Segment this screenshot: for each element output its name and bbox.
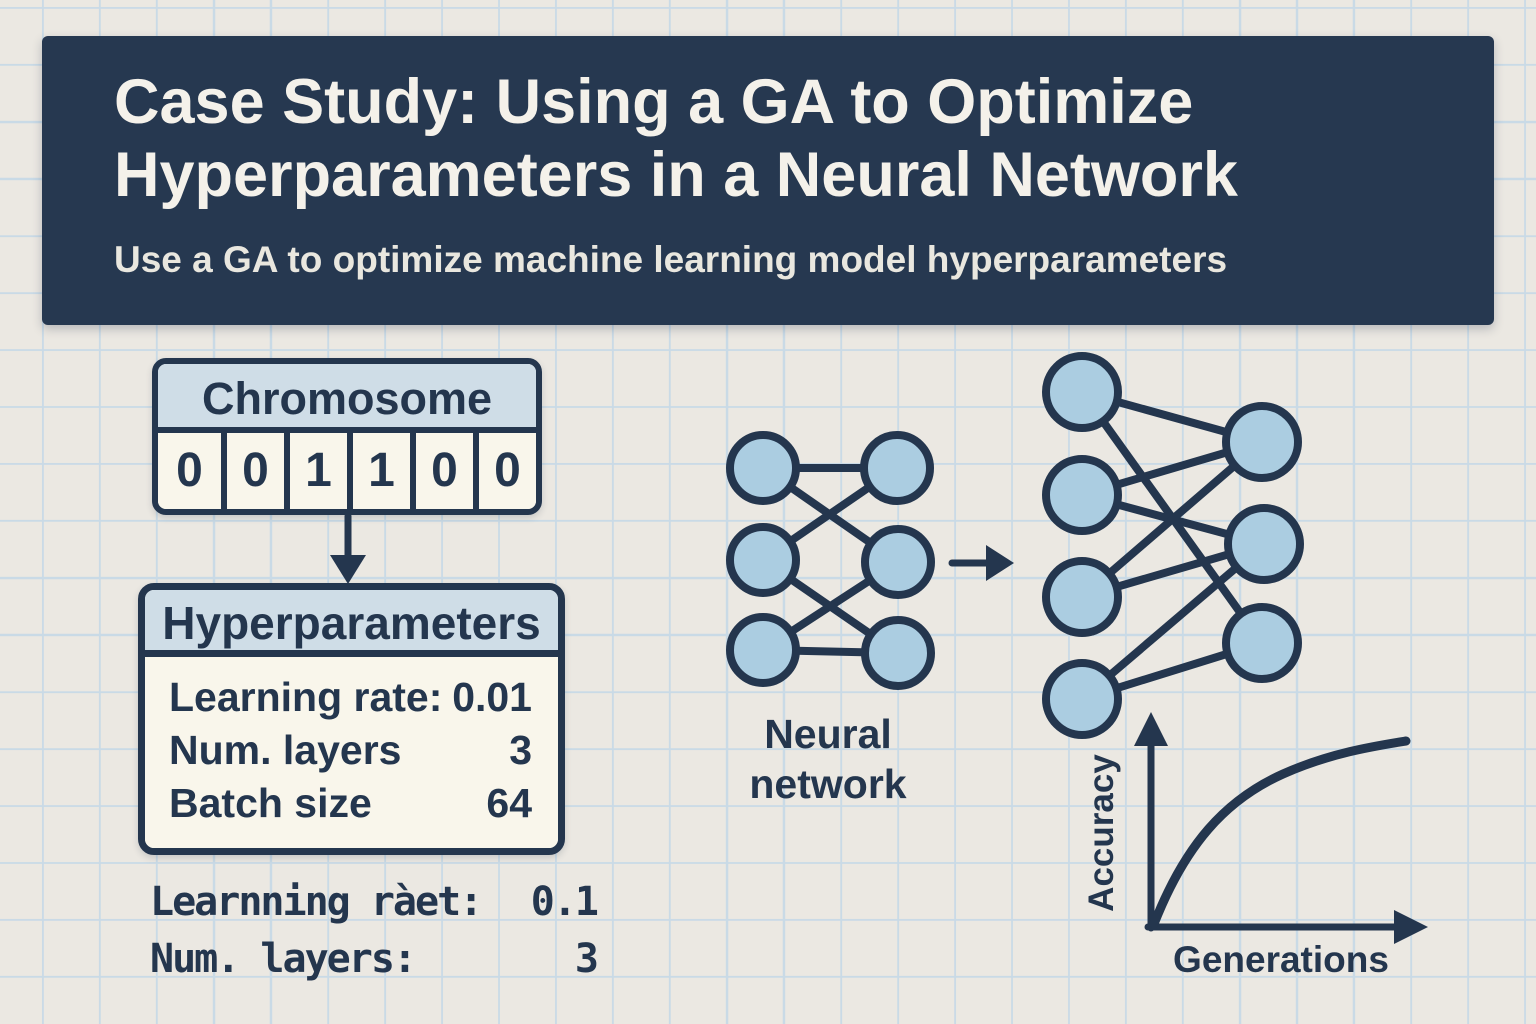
network-edge (760, 558, 901, 654)
accuracy-curve (1149, 736, 1411, 929)
note-label: Num. layers: (150, 936, 417, 982)
network-node (726, 613, 800, 687)
hyperparameters-rows: Learning rate: 0.01 Num. layers 3 Batch size… (145, 657, 558, 848)
network-edge (760, 464, 901, 566)
network-edge (1079, 540, 1267, 703)
network-node (861, 616, 935, 690)
network-edge (762, 646, 899, 657)
parameter-value: 3 (509, 727, 532, 773)
neural-network-label-line1: Neural (764, 711, 892, 757)
network-node (1222, 603, 1302, 683)
gene-cell: 0 (410, 433, 473, 509)
network-node (1224, 504, 1304, 584)
parameter-label: Batch size (169, 780, 372, 826)
parameter-value: 64 (486, 780, 532, 826)
title-line-1: Case Study: Using a GA to Optimize (114, 67, 1194, 137)
network-edge (1079, 438, 1265, 601)
network-edge (1080, 491, 1266, 548)
parameter-row: Learning rate: 0.01 (169, 671, 532, 724)
network-node (861, 525, 935, 599)
network-node (726, 523, 800, 597)
gene-cell: 1 (284, 433, 347, 509)
chromosome-header: Chromosome (158, 364, 536, 433)
network-edge (1080, 388, 1264, 446)
network-node (1042, 455, 1122, 535)
chromosome-to-hyperparameters-arrow (330, 512, 366, 584)
gene-cell: 0 (176, 444, 203, 497)
hyperparameters-box: Hyperparameters Learning rate: 0.01 Num. l… (138, 583, 565, 855)
network-node (1042, 659, 1122, 739)
page-title: Case Study: Using a GA to Optimize Hyper… (114, 66, 1424, 212)
network-edge (1080, 438, 1264, 499)
y-axis (1134, 712, 1168, 932)
gene-cell: 0 (473, 433, 536, 509)
network-edge (760, 464, 900, 564)
y-axis-label: Accuracy (1082, 754, 1121, 912)
hyperparameters-header: Hyperparameters (145, 590, 558, 657)
note-row: Learnning ràet: 0.1 (150, 874, 599, 931)
neural-network-label-line2: network (749, 761, 906, 807)
note-label: Learnning ràet: (150, 879, 483, 925)
x-axis (1144, 910, 1428, 944)
note-row: Num. layers: 3 (150, 931, 599, 988)
network-edge (1080, 639, 1264, 703)
accuracy-chart: Accuracy Generations (1082, 712, 1428, 980)
parameter-label: Learning rate: (169, 674, 443, 720)
page-subtitle: Use a GA to optimize machine learning mo… (114, 239, 1228, 280)
network-node (860, 431, 934, 505)
transform-arrow (948, 545, 1014, 581)
x-axis-label: Generations (1173, 939, 1389, 980)
network-node (1042, 557, 1122, 637)
network-edge (1078, 389, 1266, 646)
network-node (726, 431, 800, 505)
handwritten-notes: Learnning ràet: 0.1 Num. layers: 3 (150, 874, 599, 988)
neural-network-before (726, 431, 935, 690)
gene-cell: 0 (221, 433, 284, 509)
note-value: 0.1 (530, 879, 599, 925)
parameter-row: Batch size 64 (169, 777, 532, 830)
title-line-2: Hyperparameters in a Neural Network (114, 140, 1238, 210)
neural-network-after (1042, 352, 1304, 739)
gene-cell: 1 (347, 433, 410, 509)
network-node (1222, 402, 1302, 482)
note-value: 3 (574, 936, 599, 982)
parameter-row: Num. layers 3 (169, 724, 532, 777)
parameter-value: 0.01 (452, 674, 532, 720)
title-banner: Case Study: Using a GA to Optimize Hyper… (42, 36, 1494, 325)
network-edge (760, 556, 901, 657)
network-node (1042, 352, 1122, 432)
network-edge (1080, 540, 1266, 601)
parameter-label: Num. layers (169, 727, 402, 773)
